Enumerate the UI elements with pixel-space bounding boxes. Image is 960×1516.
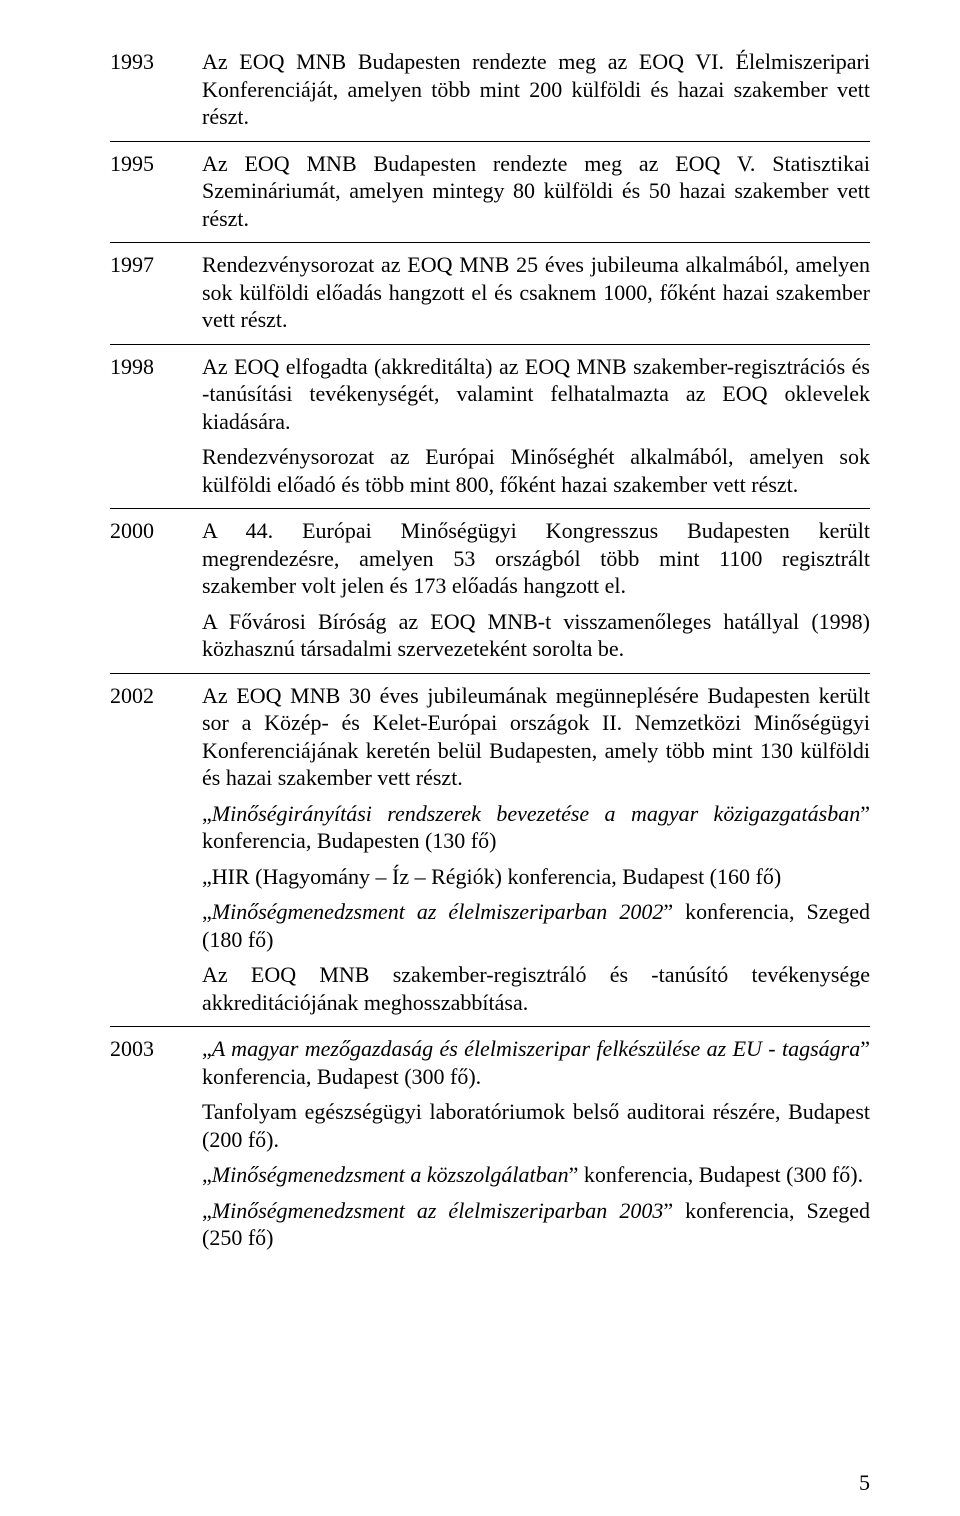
paragraph: Az EOQ MNB Budapesten rendezte meg az EO…	[202, 48, 870, 131]
paragraph: „Minőségirányítási rendszerek bevezetése…	[202, 800, 870, 855]
year-cell: 1993	[110, 40, 202, 141]
entry-cell: Az EOQ MNB 30 éves jubileumának megünnep…	[202, 673, 870, 1027]
paragraph: „Minőségmenedzsment az élelmiszeriparban…	[202, 898, 870, 953]
paragraph: A 44. Európai Minőségügyi Kongresszus Bu…	[202, 517, 870, 600]
italic-text: Minőségmenedzsment az élelmiszeriparban …	[212, 1198, 664, 1223]
timeline-row: 1998Az EOQ elfogadta (akkreditálta) az E…	[110, 344, 870, 509]
timeline-row: 2003„A magyar mezőgazdaság és élelmiszer…	[110, 1027, 870, 1262]
paragraph: Tanfolyam egészségügyi laboratóriumok be…	[202, 1098, 870, 1153]
italic-text: Minőségmenedzsment a közszolgálatban	[212, 1162, 569, 1187]
italic-text: Minőségirányítási rendszerek bevezetése …	[212, 801, 860, 826]
entry-cell: „A magyar mezőgazdaság és élelmiszeripar…	[202, 1027, 870, 1262]
timeline-table: 1993Az EOQ MNB Budapesten rendezte meg a…	[110, 40, 870, 1262]
timeline-row: 1995Az EOQ MNB Budapesten rendezte meg a…	[110, 141, 870, 243]
document-page: 1993Az EOQ MNB Budapesten rendezte meg a…	[0, 0, 960, 1516]
paragraph: Az EOQ MNB 30 éves jubileumának megünnep…	[202, 682, 870, 792]
entry-cell: Rendezvénysorozat az EOQ MNB 25 éves jub…	[202, 243, 870, 345]
paragraph: Rendezvénysorozat az Európai Minőséghét …	[202, 443, 870, 498]
timeline-row: 1993Az EOQ MNB Budapesten rendezte meg a…	[110, 40, 870, 141]
timeline-row: 2002Az EOQ MNB 30 éves jubileumának megü…	[110, 673, 870, 1027]
paragraph: A Fővárosi Bíróság az EOQ MNB-t visszame…	[202, 608, 870, 663]
paragraph: Az EOQ MNB Budapesten rendezte meg az EO…	[202, 150, 870, 233]
paragraph: Rendezvénysorozat az EOQ MNB 25 éves jub…	[202, 251, 870, 334]
paragraph: „HIR (Hagyomány – Íz – Régiók) konferenc…	[202, 863, 870, 891]
paragraph: Az EOQ MNB szakember-regisztráló és -tan…	[202, 961, 870, 1016]
entry-cell: Az EOQ MNB Budapesten rendezte meg az EO…	[202, 40, 870, 141]
page-number: 5	[859, 1469, 870, 1497]
italic-text: A magyar mezőgazdaság és élelmiszeripar …	[212, 1036, 860, 1061]
entry-cell: Az EOQ elfogadta (akkreditálta) az EOQ M…	[202, 344, 870, 509]
timeline-row: 2000A 44. Európai Minőségügyi Kongresszu…	[110, 509, 870, 674]
year-cell: 2000	[110, 509, 202, 674]
year-cell: 2002	[110, 673, 202, 1027]
year-cell: 1995	[110, 141, 202, 243]
paragraph: „Minőségmenedzsment a közszolgálatban” k…	[202, 1161, 870, 1189]
year-cell: 1998	[110, 344, 202, 509]
year-cell: 2003	[110, 1027, 202, 1262]
paragraph: „Minőségmenedzsment az élelmiszeriparban…	[202, 1197, 870, 1252]
entry-cell: A 44. Európai Minőségügyi Kongresszus Bu…	[202, 509, 870, 674]
paragraph: „A magyar mezőgazdaság és élelmiszeripar…	[202, 1035, 870, 1090]
paragraph: Az EOQ elfogadta (akkreditálta) az EOQ M…	[202, 353, 870, 436]
italic-text: Minőségmenedzsment az élelmiszeriparban …	[212, 899, 664, 924]
timeline-row: 1997Rendezvénysorozat az EOQ MNB 25 éves…	[110, 243, 870, 345]
year-cell: 1997	[110, 243, 202, 345]
entry-cell: Az EOQ MNB Budapesten rendezte meg az EO…	[202, 141, 870, 243]
